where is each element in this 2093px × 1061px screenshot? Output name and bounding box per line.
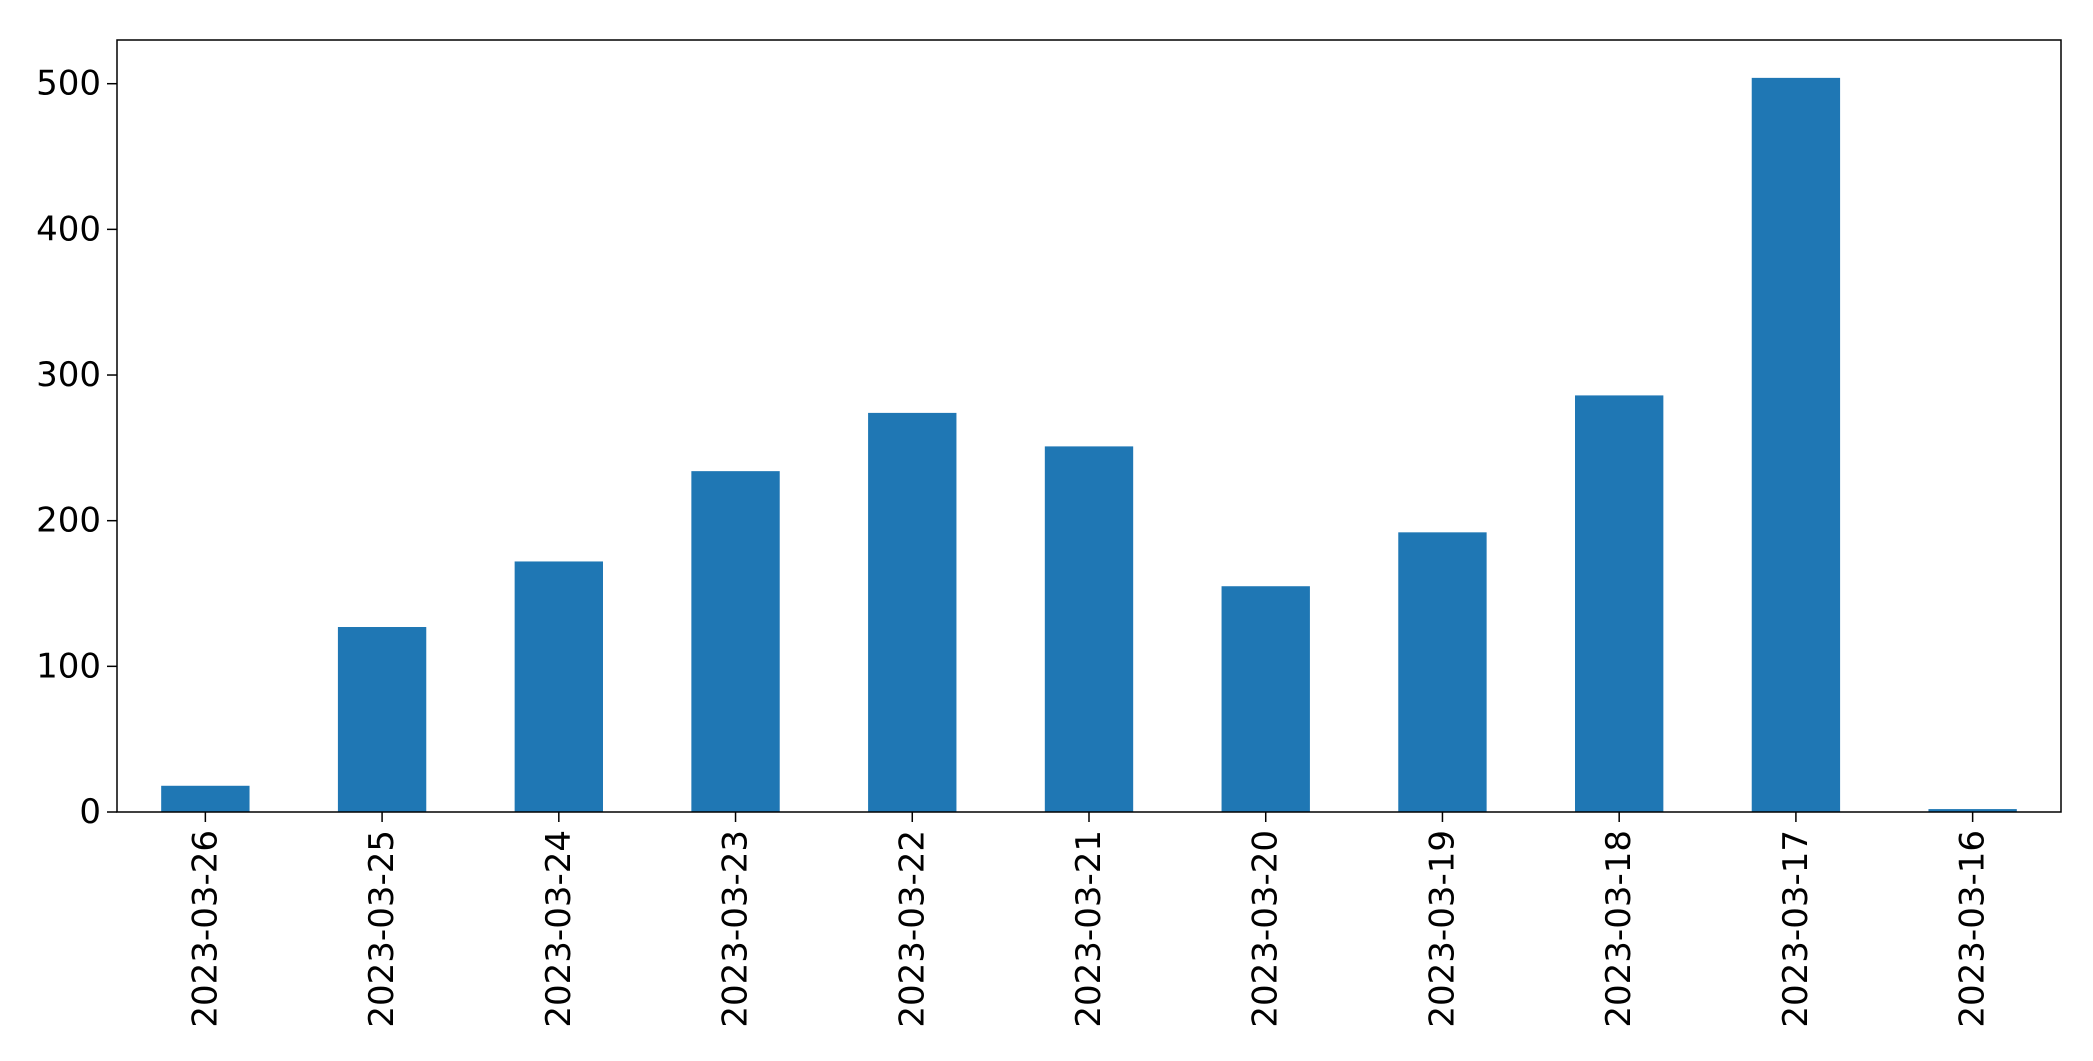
- x-tick-label: 2023-03-21: [1069, 830, 1109, 1028]
- x-tick-label: 2023-03-18: [1599, 830, 1639, 1028]
- bar-2023-03-22: [868, 412, 957, 812]
- bar-2023-03-17: [1751, 77, 1841, 813]
- bar-2023-03-21: [1044, 446, 1134, 812]
- x-tick-label: 2023-03-26: [185, 830, 225, 1028]
- x-tick-label: 2023-03-22: [892, 830, 932, 1028]
- bars-layer: [161, 77, 2017, 813]
- y-tick-label: 200: [36, 501, 101, 541]
- x-tick-label: 2023-03-17: [1776, 830, 1816, 1028]
- y-tick-label: 500: [36, 64, 101, 104]
- x-tick-label: 2023-03-24: [539, 830, 579, 1028]
- y-tick-label: 100: [36, 646, 101, 686]
- bar-2023-03-16: [1928, 809, 2017, 812]
- y-tick-label: 300: [36, 355, 101, 395]
- bar-2023-03-23: [691, 471, 780, 812]
- x-tick-label: 2023-03-19: [1422, 830, 1462, 1028]
- bar-2023-03-18: [1575, 395, 1664, 812]
- bar-2023-03-20: [1221, 586, 1310, 812]
- bar-2023-03-24: [514, 561, 603, 812]
- x-tick-label: 2023-03-20: [1246, 830, 1286, 1028]
- y-tick-label: 0: [79, 792, 101, 832]
- bar-2023-03-25: [337, 627, 427, 812]
- x-tick-label: 2023-03-25: [362, 830, 402, 1028]
- bar-2023-03-26: [161, 785, 250, 812]
- bar-2023-03-19: [1398, 532, 1487, 812]
- x-tick-label: 2023-03-23: [716, 830, 756, 1028]
- y-tick-label: 400: [36, 209, 101, 249]
- x-axis: 2023-03-26 2023-03-25 2023-03-24 2023-03-23…: [185, 812, 1993, 1028]
- x-tick-label: 2023-03-16: [1953, 830, 1993, 1028]
- y-axis: 0 100 200 300 400 500: [36, 64, 117, 832]
